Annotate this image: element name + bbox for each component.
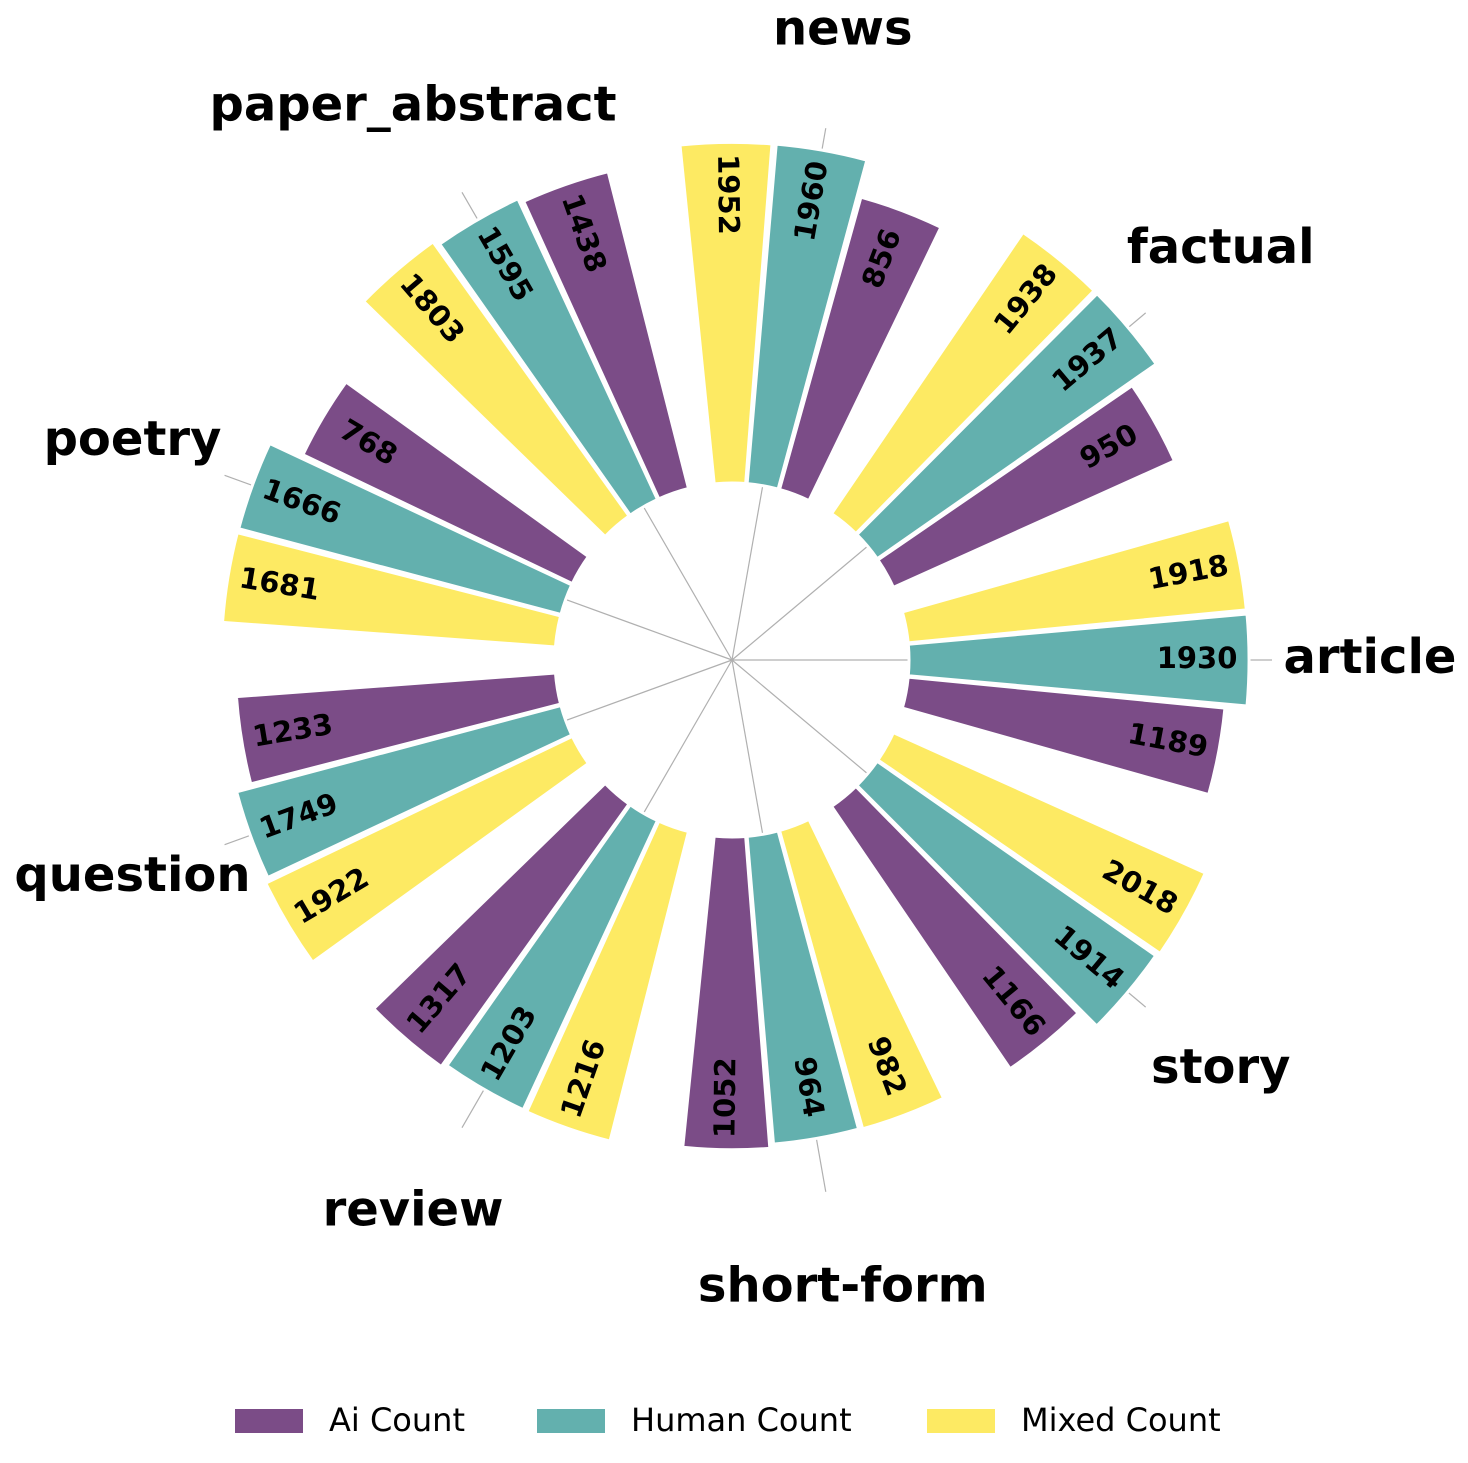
bar — [444, 802, 660, 1112]
category-label: poetry — [44, 411, 222, 467]
bar — [777, 195, 943, 503]
bar — [745, 829, 861, 1146]
bar — [900, 675, 1227, 797]
bar — [234, 671, 563, 786]
bar — [300, 379, 591, 586]
legend-swatch — [927, 1409, 995, 1433]
bar — [263, 734, 591, 965]
category-label: paper_abstract — [209, 76, 616, 132]
legend-label: Mixed Count — [1021, 1401, 1221, 1439]
bar — [875, 730, 1208, 956]
bar — [681, 834, 772, 1152]
value-label: 1052 — [707, 1057, 742, 1138]
bar — [900, 517, 1248, 645]
legend-swatch — [235, 1409, 303, 1433]
bar — [361, 239, 632, 539]
category-label: factual — [1127, 219, 1315, 275]
bar — [745, 142, 869, 491]
legend-swatch — [537, 1409, 605, 1433]
value-label: 1952 — [711, 154, 746, 235]
bar — [437, 196, 660, 518]
category-label: article — [1284, 629, 1457, 685]
bar — [521, 169, 691, 501]
category-label: question — [14, 847, 250, 903]
value-label: 1930 — [1157, 641, 1238, 675]
bar — [906, 612, 1251, 708]
bar — [829, 230, 1097, 536]
bar — [854, 291, 1159, 561]
category-label: news — [773, 1, 913, 57]
bar — [854, 759, 1158, 1029]
bar — [236, 441, 574, 617]
bar — [875, 383, 1177, 590]
category-label: short-form — [698, 1257, 988, 1313]
category-label: review — [323, 1182, 504, 1238]
bar — [829, 784, 1081, 1071]
bar — [220, 530, 563, 649]
legend-label: Ai Count — [329, 1401, 465, 1439]
bar — [678, 140, 774, 486]
bar — [524, 819, 691, 1143]
bar — [234, 703, 574, 880]
bar — [371, 781, 632, 1069]
legend-label: Human Count — [631, 1401, 852, 1439]
category-label: story — [1151, 1039, 1290, 1095]
bar — [777, 817, 946, 1131]
